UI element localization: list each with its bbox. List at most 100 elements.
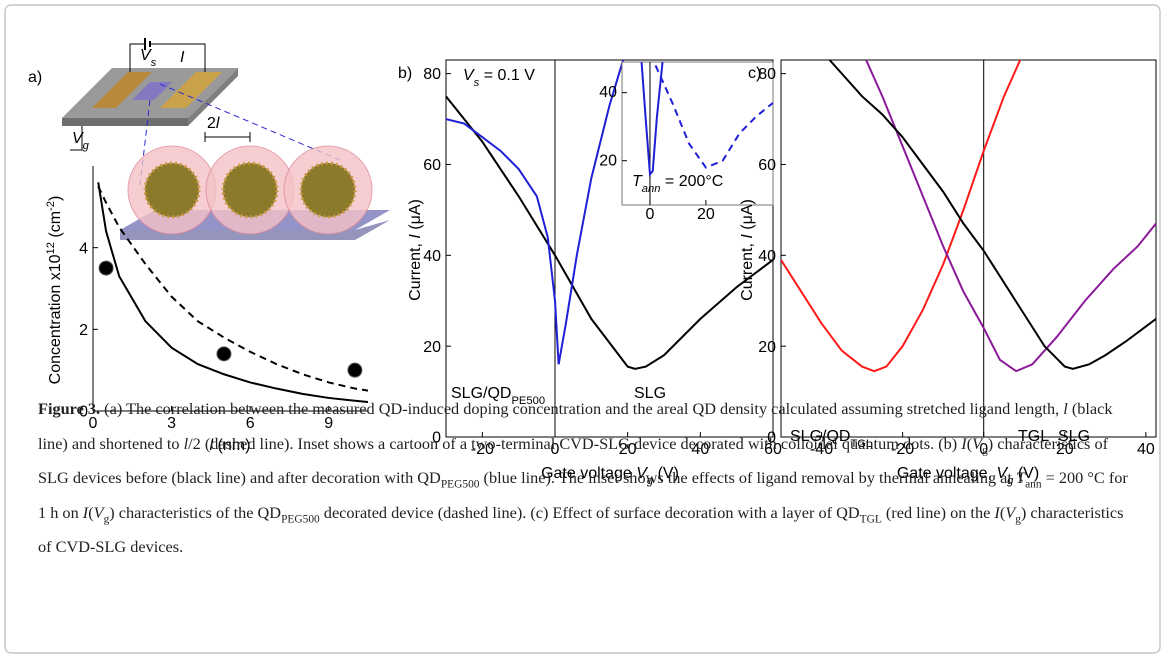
x-axis-label: l (nm) <box>210 437 251 454</box>
caption-text: ann <box>1025 478 1042 491</box>
quantum-dot <box>143 161 201 219</box>
text-part: SLG <box>634 385 666 402</box>
series-line <box>446 95 773 370</box>
text-part: -2 <box>45 201 57 211</box>
annotation: Vg <box>72 130 90 152</box>
series-line <box>640 62 664 177</box>
text-part: Gate voltage <box>541 465 636 482</box>
y-tick-label: 2 <box>79 322 88 339</box>
caption-text: g <box>982 443 988 456</box>
text-part: = 200°C <box>660 173 723 190</box>
caption-text: ) characteristics of CVD-SLG devices. <box>38 502 1124 557</box>
x-tick-label: 9 <box>324 415 333 432</box>
y-tick-label: 4 <box>79 240 88 257</box>
text-part: l <box>210 437 214 454</box>
text-part: (μA) <box>739 199 756 234</box>
caption-text: (red line) on the <box>881 502 995 522</box>
caption-text: PEG500 <box>440 478 480 491</box>
caption-text: ( <box>88 502 94 522</box>
inset: 0 20 20 40 Tann = 200°C <box>599 61 774 223</box>
annotation: SLG <box>634 385 666 402</box>
y-tick-label: 20 <box>599 152 617 169</box>
text-part: 12 <box>45 242 57 254</box>
caption-text: decorated device (dashed line). (c) Effe… <box>319 502 860 522</box>
text-part: I <box>407 234 424 239</box>
series-group <box>781 60 1156 373</box>
y-tick-label: 60 <box>758 157 776 174</box>
panel-label: c) <box>748 65 761 82</box>
text-part: Current, <box>407 239 424 301</box>
series-line <box>781 60 1022 373</box>
annotation: I <box>180 49 185 66</box>
y-tick-label: 20 <box>423 339 441 356</box>
device-cartoon <box>62 38 390 240</box>
text-part: PE500 <box>511 395 545 407</box>
y-tick-label: 40 <box>423 248 441 265</box>
x-tick-label: 0 <box>551 441 560 458</box>
x-tick-label: 6 <box>246 415 255 432</box>
text-part: I <box>739 234 756 239</box>
caption-text: V <box>93 502 104 522</box>
text-part: (μA) <box>407 199 424 234</box>
data-point <box>216 346 232 362</box>
substrate-side <box>188 68 238 126</box>
wire <box>150 43 206 72</box>
text-part: 2 <box>207 115 216 132</box>
series-line <box>654 64 773 169</box>
text-part: SLG/QD <box>451 385 511 402</box>
text-part: SLG/QD <box>790 428 850 445</box>
text-part: = 0.1 V <box>479 67 535 84</box>
series-line <box>828 60 1156 370</box>
x-tick-label: 3 <box>167 415 176 432</box>
y-tick-label: 0 <box>767 430 776 447</box>
text-part: Concentration x10 <box>47 254 64 384</box>
text-part: V <box>140 47 152 64</box>
axes-frame <box>445 59 774 438</box>
text-part: I <box>180 49 185 66</box>
text-part: Current, <box>739 239 756 301</box>
text-part: V <box>72 130 84 147</box>
y-axis-label: Concentration x1012 (cm-2) <box>45 196 64 385</box>
electrode <box>92 72 152 108</box>
x-axis-label: Gate voltage, Vg (V) <box>897 465 1039 487</box>
text-part: ) <box>47 196 64 201</box>
series-line <box>97 182 368 404</box>
caption-text: PEG500 <box>281 513 320 526</box>
text-part: ann <box>642 183 661 195</box>
text-part: T <box>632 173 643 190</box>
panel-label: a) <box>28 69 42 86</box>
text-part: V <box>996 465 1008 482</box>
caption-text: ) characteristics of the QD <box>109 502 282 522</box>
y-tick-label: 20 <box>758 339 776 356</box>
y-tick-label: 0 <box>432 430 441 447</box>
text-part: (V) <box>1013 465 1039 482</box>
caption-text: V <box>1005 502 1016 522</box>
annotation: Vs <box>140 47 157 69</box>
y-tick-label: 60 <box>423 157 441 174</box>
caption-text: ( <box>999 502 1006 522</box>
annotation: SLG/QDTGL <box>790 428 872 450</box>
x-tick-label: 20 <box>619 441 637 458</box>
caption-text: Figure 3. <box>38 399 101 418</box>
channel <box>132 82 172 100</box>
caption-text: /2 (dashed line). Inset shows a cartoon … <box>188 433 962 453</box>
text-part: (cm <box>47 211 64 242</box>
caption-text: I <box>82 502 89 522</box>
y-axis-label: Current, I (μA) <box>407 199 424 301</box>
axes-frame <box>780 59 1157 438</box>
x-tick-label: 20 <box>1056 441 1074 458</box>
caption-text: = 200 °C for 1 h on <box>38 468 1128 522</box>
text-part: g <box>647 475 654 487</box>
caption-text: V <box>972 433 983 453</box>
y-tick-label: 40 <box>758 248 776 265</box>
y-tick-label: 80 <box>758 66 776 83</box>
caption-text: ( <box>966 433 973 453</box>
text-part: l <box>216 115 220 132</box>
data-point <box>98 260 114 276</box>
annotation: SLG/QDPE500 <box>451 385 545 407</box>
caption-text: g <box>103 513 110 526</box>
annotation: Tann = 200°C <box>632 173 723 195</box>
electrode <box>160 72 222 108</box>
